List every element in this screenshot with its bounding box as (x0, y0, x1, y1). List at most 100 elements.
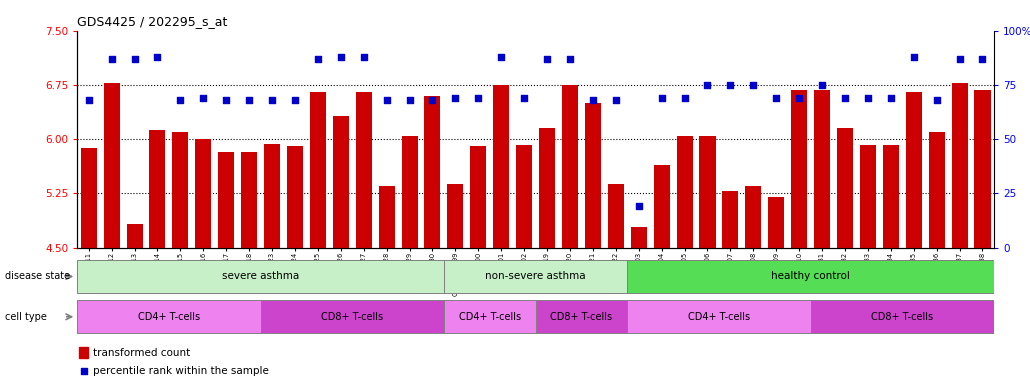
Bar (471, 146, 486, 248)
Text: non-severe asthma: non-severe asthma (485, 271, 586, 281)
Bar (539, 128, 555, 248)
Point (127, 56, 143, 62)
Point (310, 56, 327, 62)
Point (883, 95, 899, 101)
Bar (516, 145, 533, 248)
Bar (627, 260, 994, 293)
Bar (699, 136, 716, 248)
Bar (608, 184, 624, 248)
Point (630, 204, 647, 210)
Bar (447, 184, 464, 248)
Point (516, 95, 533, 101)
Point (333, 54, 349, 60)
Point (928, 97, 945, 103)
Bar (196, 139, 211, 248)
Point (286, 97, 303, 103)
Bar (791, 90, 808, 248)
Point (149, 54, 166, 60)
Text: transformed count: transformed count (94, 348, 191, 358)
Point (745, 82, 761, 88)
Bar (630, 227, 647, 248)
Point (355, 54, 372, 60)
Bar (424, 96, 441, 248)
Bar (149, 130, 166, 248)
Bar (333, 116, 349, 248)
Bar (493, 85, 509, 248)
Point (80, 97, 97, 103)
Bar (814, 90, 830, 248)
Point (447, 95, 464, 101)
Bar (929, 132, 945, 248)
Point (722, 82, 739, 88)
Text: disease state: disease state (5, 271, 70, 281)
Bar (355, 92, 372, 248)
Point (561, 56, 578, 62)
Text: CD8+ T-cells: CD8+ T-cells (871, 312, 933, 322)
Bar (562, 85, 578, 248)
Bar (722, 191, 739, 248)
Point (836, 95, 853, 101)
Bar (172, 132, 188, 248)
Point (952, 56, 968, 62)
Bar (77, 300, 261, 333)
Bar (905, 92, 922, 248)
Text: healthy control: healthy control (771, 271, 850, 281)
Point (585, 97, 602, 103)
Bar (241, 152, 258, 248)
Bar (79, 347, 88, 358)
Bar (379, 186, 394, 248)
Point (103, 56, 119, 62)
Bar (310, 92, 325, 248)
Point (768, 95, 785, 101)
Point (264, 97, 280, 103)
Point (218, 97, 235, 103)
Bar (952, 83, 967, 248)
Bar (127, 224, 142, 248)
Text: CD4+ T-cells: CD4+ T-cells (458, 312, 521, 322)
Bar (768, 197, 784, 248)
Bar (585, 103, 600, 248)
Text: CD8+ T-cells: CD8+ T-cells (550, 312, 613, 322)
Bar (746, 186, 761, 248)
Bar (883, 145, 899, 248)
Text: CD8+ T-cells: CD8+ T-cells (321, 312, 383, 322)
Point (424, 97, 441, 103)
Point (653, 95, 670, 101)
Point (539, 56, 555, 62)
Point (470, 95, 486, 101)
Bar (536, 300, 627, 333)
Bar (654, 164, 670, 248)
Bar (402, 136, 417, 248)
Bar (77, 260, 444, 293)
Bar (837, 128, 853, 248)
Text: percentile rank within the sample: percentile rank within the sample (94, 366, 270, 376)
Point (677, 95, 693, 101)
Point (402, 97, 418, 103)
Point (608, 97, 624, 103)
Point (860, 95, 877, 101)
Point (974, 56, 991, 62)
Bar (287, 146, 303, 248)
Point (172, 97, 188, 103)
Point (814, 82, 830, 88)
Bar (218, 152, 234, 248)
Point (75, 367, 92, 374)
Text: severe asthma: severe asthma (221, 271, 299, 281)
Bar (444, 300, 536, 333)
Bar (264, 144, 280, 248)
Text: CD4+ T-cells: CD4+ T-cells (688, 312, 750, 322)
Point (241, 97, 258, 103)
Point (791, 95, 808, 101)
Bar (627, 300, 811, 333)
Point (493, 54, 510, 60)
Bar (860, 145, 876, 248)
Point (378, 97, 394, 103)
Bar (261, 300, 444, 333)
Point (195, 95, 211, 101)
Bar (811, 300, 994, 333)
Text: cell type: cell type (5, 312, 47, 322)
Text: GDS4425 / 202295_s_at: GDS4425 / 202295_s_at (77, 15, 228, 28)
Bar (104, 83, 119, 248)
Bar (677, 136, 692, 248)
Point (905, 54, 922, 60)
